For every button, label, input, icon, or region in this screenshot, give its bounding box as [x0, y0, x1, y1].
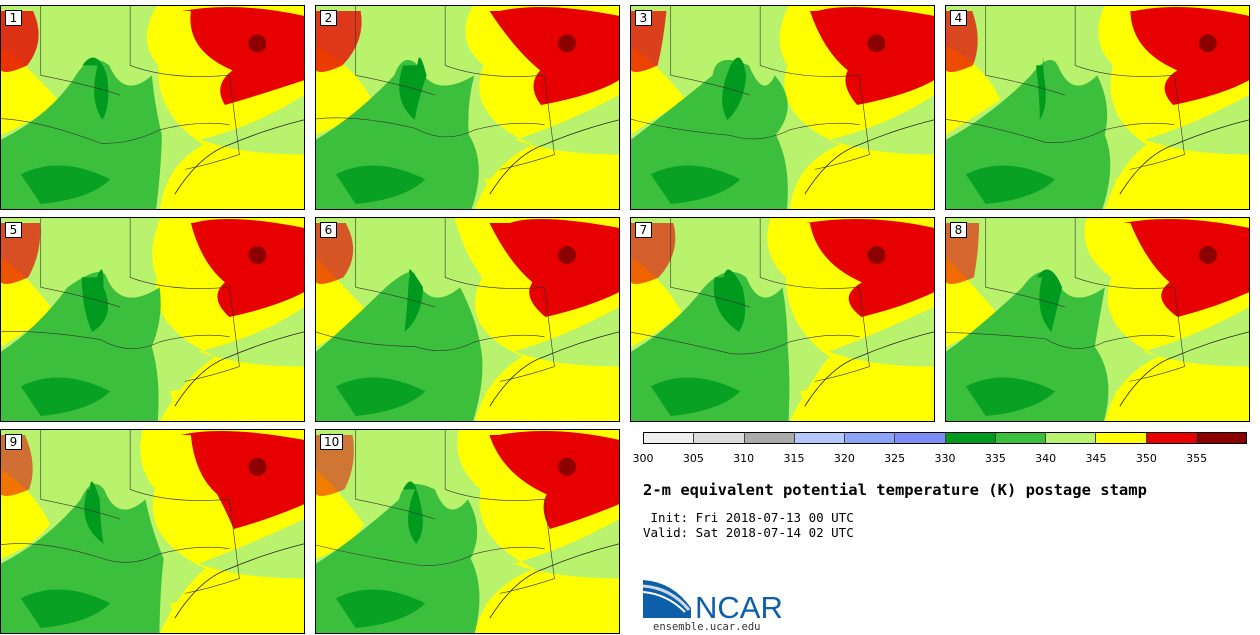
plot-title: 2-m equivalent potential temperature (K)… [643, 481, 1147, 499]
colorbar-segment [1146, 433, 1197, 443]
member-label: 3 [635, 10, 652, 26]
member-panel: 8 [945, 217, 1250, 422]
member-panel: 5 [0, 217, 305, 422]
logo-url: ensemble.ucar.edu [653, 621, 761, 633]
colorbar-tick-label: 310 [733, 452, 755, 465]
theta-e-map [946, 6, 1249, 209]
colorbar-tick-label: 325 [884, 452, 906, 465]
member-panel: 9 [0, 429, 305, 634]
colorbar-segment [794, 433, 845, 443]
member-panel: 4 [945, 5, 1250, 210]
colorbar-tick-label: 330 [934, 452, 956, 465]
theta-e-map [1, 6, 304, 209]
member-panel: 3 [630, 5, 935, 210]
member-panel: 1 [0, 5, 305, 210]
colorbar-tick-label: 355 [1186, 452, 1208, 465]
theta-e-map [631, 6, 934, 209]
colorbar-segment [1046, 433, 1097, 443]
member-panel: 6 [315, 217, 620, 422]
theta-e-map [316, 430, 619, 633]
colorbar-tick-label: 340 [1035, 452, 1057, 465]
colorbar-tick-label: 320 [833, 452, 855, 465]
member-label: 4 [950, 10, 967, 26]
theta-e-map [316, 6, 619, 209]
init-time: Init: Fri 2018-07-13 00 UTC [643, 510, 854, 525]
member-panel: 7 [630, 217, 935, 422]
valid-time: Valid: Sat 2018-07-14 02 UTC [643, 525, 854, 540]
colorbar-segment [845, 433, 896, 443]
theta-e-map [316, 218, 619, 421]
member-label: 8 [950, 222, 967, 238]
member-label: 5 [5, 222, 22, 238]
colorbar-tick-label: 335 [984, 452, 1006, 465]
member-label: 7 [635, 222, 652, 238]
colorbar-tick-label: 345 [1085, 452, 1107, 465]
ncar-logo: NCAR [643, 580, 783, 622]
colorbar-segment [895, 433, 946, 443]
member-label: 6 [320, 222, 337, 238]
colorbar-segment [945, 433, 996, 443]
colorbar-segment [644, 433, 695, 443]
colorbar-segment [995, 433, 1046, 443]
member-label: 10 [320, 434, 344, 450]
colorbar-tick-label: 305 [682, 452, 704, 465]
member-label: 1 [5, 10, 22, 26]
colorbar-segment [744, 433, 795, 443]
member-label: 9 [5, 434, 22, 450]
colorbar [643, 432, 1247, 444]
colorbar-segment [694, 433, 745, 443]
member-panel: 10 [315, 429, 620, 634]
colorbar-segment [1096, 433, 1147, 443]
theta-e-map [631, 218, 934, 421]
colorbar-tick-label: 315 [783, 452, 805, 465]
member-label: 2 [320, 10, 337, 26]
colorbar-tick-label: 350 [1135, 452, 1157, 465]
theta-e-map [1, 218, 304, 421]
theta-e-map [946, 218, 1249, 421]
colorbar-tick-label: 300 [632, 452, 654, 465]
theta-e-map [1, 430, 304, 633]
ncar-logo-text: NCAR [695, 590, 783, 622]
colorbar-segment [1196, 433, 1246, 443]
member-panel: 2 [315, 5, 620, 210]
